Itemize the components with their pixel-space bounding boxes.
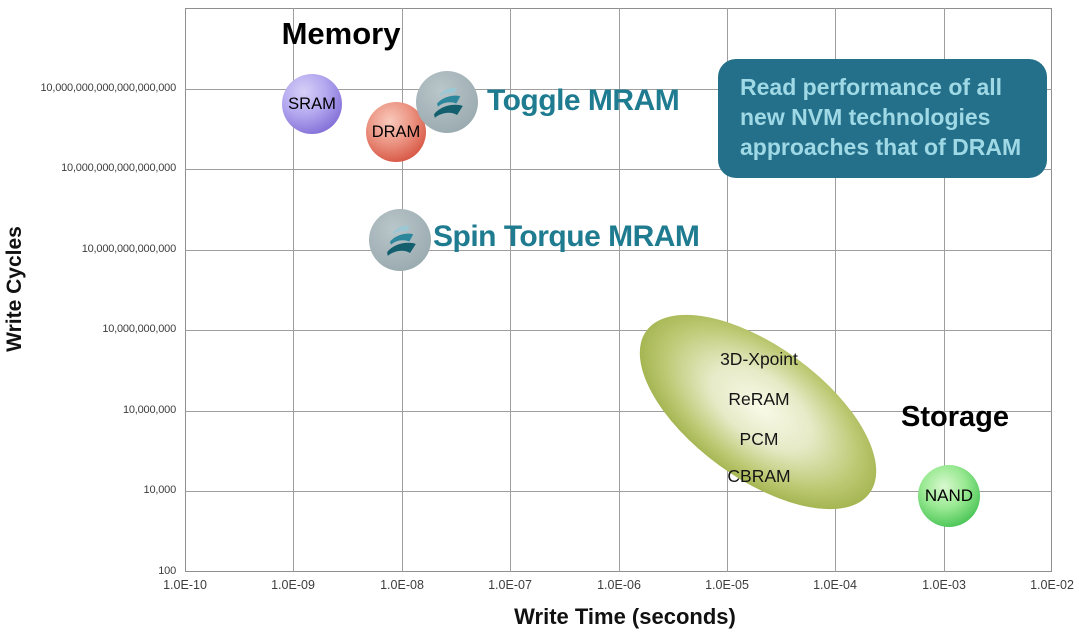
spin-torque-mram-bubble (369, 209, 431, 271)
gridline-vertical (727, 8, 728, 572)
everspin-layers-icon (387, 225, 416, 256)
gridline-horizontal (185, 89, 1052, 90)
x-axis-tick-label: 1.0E-04 (813, 578, 857, 592)
gridline-vertical (402, 8, 403, 572)
storage-region-label: Storage (901, 401, 1009, 433)
gridline-horizontal (185, 169, 1052, 170)
x-axis-tick-label: 1.0E-10 (163, 578, 207, 592)
dram-bubble: DRAM (366, 102, 426, 162)
y-axis-tick-label: 10,000,000,000 (102, 323, 176, 335)
y-axis-tick-label: 100 (158, 565, 176, 577)
y-axis-tick-label: 10,000 (143, 484, 177, 496)
cluster-member-label: PCM (739, 429, 779, 449)
cluster-member-label: ReRAM (728, 389, 790, 409)
gridline-vertical (293, 8, 294, 572)
gridline-horizontal (185, 411, 1052, 412)
x-axis-tick-label: 1.0E-05 (705, 578, 749, 592)
gridline-horizontal (185, 250, 1052, 251)
x-axis-tick-label: 1.0E-02 (1030, 578, 1074, 592)
annotation-line: Read performance of all (740, 74, 1003, 100)
y-axis-tick-label: 10,000,000,000,000,000,000 (40, 82, 177, 94)
nand-label: NAND (924, 486, 974, 505)
memory-region-label: Memory (281, 16, 401, 51)
y-axis-tick-label: 10,000,000 (122, 404, 176, 416)
gridline-vertical (835, 8, 836, 572)
sram-bubble: SRAM (282, 74, 342, 134)
gridline-vertical (944, 8, 945, 572)
annotation-line: approaches that of DRAM (740, 134, 1022, 160)
dram-label: DRAM (371, 122, 421, 141)
x-axis-tick-label: 1.0E-07 (488, 578, 532, 592)
gridline-horizontal (185, 491, 1052, 492)
annotation-callout: Read performance of all new NVM technolo… (718, 59, 1047, 178)
everspin-layers-icon (434, 87, 463, 118)
cluster-member-label: CBRAM (727, 466, 791, 486)
toggle-mram-bubble (416, 71, 478, 133)
x-axis-tick-label: 1.0E-09 (271, 578, 315, 592)
spin-torque-mram-label: Spin Torque MRAM (433, 220, 700, 253)
x-axis-title: Write Time (seconds) (514, 604, 736, 629)
gridline-vertical (510, 8, 511, 572)
gridline-horizontal (185, 330, 1052, 331)
toggle-mram-label: Toggle MRAM (487, 84, 680, 117)
plot-area-border (185, 8, 1052, 572)
x-axis-tick-label: 1.0E-08 (380, 578, 424, 592)
y-axis-title: Write Cycles (3, 226, 26, 352)
y-axis-tick-label: 10,000,000,000,000 (81, 243, 176, 255)
x-axis-tick-label: 1.0E-06 (597, 578, 641, 592)
gridline-vertical (619, 8, 620, 572)
sram-label: SRAM (288, 94, 336, 113)
cluster-member-label: 3D-Xpoint (720, 349, 798, 369)
x-axis-tick-label: 1.0E-03 (922, 578, 966, 592)
annotation-line: new NVM technologies (740, 104, 991, 130)
nand-bubble: NAND (918, 465, 980, 527)
y-axis-tick-label: 10,000,000,000,000,000 (61, 162, 176, 174)
